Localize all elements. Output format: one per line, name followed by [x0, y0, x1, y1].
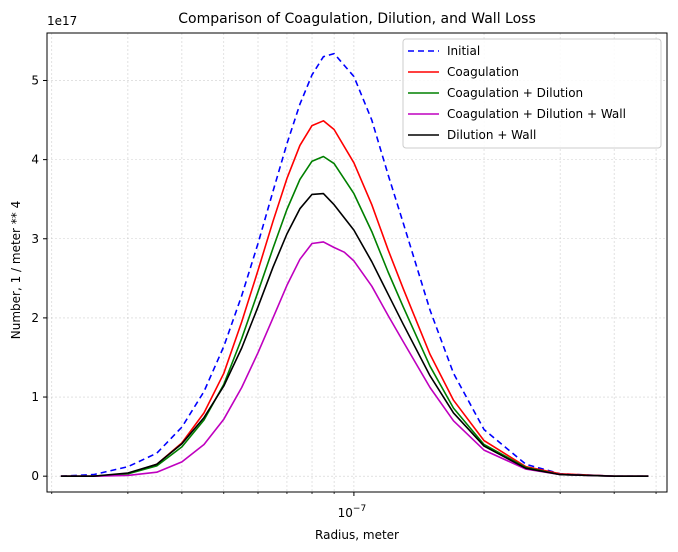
legend-label-2: Coagulation + Dilution [447, 86, 583, 100]
series-line-3 [60, 241, 649, 478]
legend-box [402, 38, 662, 149]
series-line-1 [60, 120, 649, 478]
x-axis-label: Radius, meter [315, 528, 399, 542]
legend-label-0: Initial [447, 44, 480, 58]
y-tick-label: 3 [31, 232, 39, 246]
legend-label-1: Coagulation [447, 65, 519, 79]
y-tick-label: 4 [31, 153, 39, 167]
y-tick-label: 2 [31, 311, 39, 325]
plot-frame [46, 32, 668, 493]
legend: Initial Coagulation Coagulation + Dilution… [402, 38, 662, 149]
y-tick-label: 1 [31, 390, 39, 404]
x-tick-label-exponent: −7 [353, 504, 366, 514]
legend-label-3: Coagulation + Dilution + Wall [447, 107, 626, 121]
y-offset-label: 1e17 [47, 14, 77, 28]
legend-label-4: Dilution + Wall [447, 128, 536, 142]
chart-title: Comparison of Coagulation, Dilution, and… [178, 11, 536, 27]
axis-ticks: 0 1 2 3 4 5 10−7 [31, 73, 657, 520]
y-tick-label: 5 [31, 73, 39, 87]
series-line-2 [60, 155, 649, 478]
x-tick-label: 10−7 [338, 504, 367, 520]
series-line-0 [60, 52, 649, 478]
y-tick-label: 0 [31, 469, 39, 483]
series-line-4 [60, 192, 649, 478]
y-axis-label: Number, 1 / meter ** 4 [9, 201, 23, 340]
x-tick-label-base: 10 [338, 506, 353, 520]
series-group [60, 52, 649, 478]
